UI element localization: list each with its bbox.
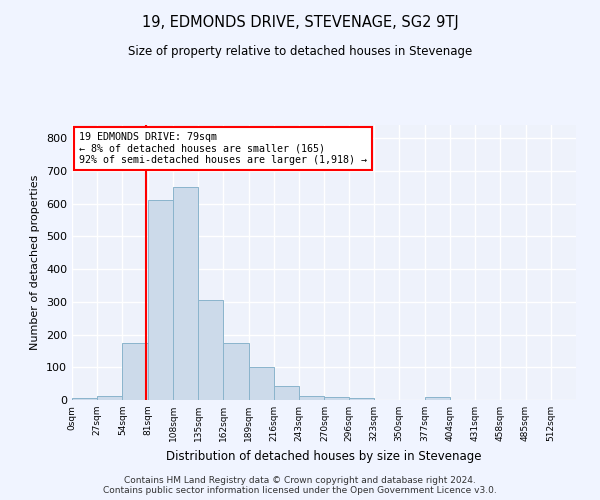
Text: 19, EDMONDS DRIVE, STEVENAGE, SG2 9TJ: 19, EDMONDS DRIVE, STEVENAGE, SG2 9TJ [142, 15, 458, 30]
Bar [72, 398, 97, 400]
Bar [198, 300, 223, 400]
Bar [325, 398, 349, 400]
Bar [148, 200, 173, 400]
X-axis label: Distribution of detached houses by size in Stevenage: Distribution of detached houses by size … [166, 450, 482, 462]
Text: Contains public sector information licensed under the Open Government Licence v3: Contains public sector information licen… [103, 486, 497, 495]
Bar [122, 342, 148, 400]
Y-axis label: Number of detached properties: Number of detached properties [31, 175, 40, 350]
Bar [97, 396, 122, 400]
Bar [173, 187, 198, 400]
Bar [249, 368, 274, 400]
Bar [274, 386, 299, 400]
Text: 19 EDMONDS DRIVE: 79sqm
← 8% of detached houses are smaller (165)
92% of semi-de: 19 EDMONDS DRIVE: 79sqm ← 8% of detached… [79, 132, 367, 164]
Bar [299, 396, 325, 400]
Text: Contains HM Land Registry data © Crown copyright and database right 2024.: Contains HM Land Registry data © Crown c… [124, 476, 476, 485]
Bar [223, 342, 249, 400]
Text: Size of property relative to detached houses in Stevenage: Size of property relative to detached ho… [128, 45, 472, 58]
Bar [349, 398, 374, 400]
Bar [425, 398, 450, 400]
